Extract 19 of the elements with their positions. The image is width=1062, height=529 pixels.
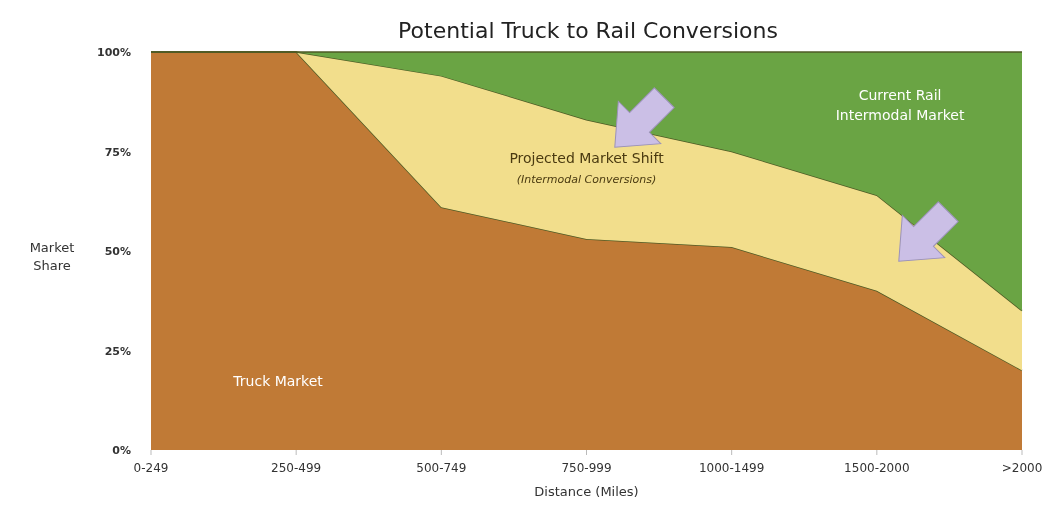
y-tick-label: 75% bbox=[104, 145, 131, 159]
x-axis-title: Distance (Miles) bbox=[534, 484, 639, 499]
series-label: Projected Market Shift bbox=[509, 150, 665, 167]
x-tick-label: >2000 bbox=[1001, 461, 1043, 475]
y-tick-label: 100% bbox=[97, 46, 131, 59]
series-label: Truck Market bbox=[232, 373, 324, 390]
annotation: (Intermodal Conversions) bbox=[516, 173, 657, 187]
x-tick-label: 0-249 bbox=[133, 461, 169, 475]
y-axis-title: Market Share bbox=[29, 240, 75, 273]
chart-title: Potential Truck to Rail Conversions bbox=[398, 18, 778, 43]
y-tick-label: 25% bbox=[104, 344, 131, 358]
x-tick-label: 1000-1499 bbox=[698, 461, 765, 475]
x-tick-label: 250-499 bbox=[271, 461, 322, 475]
y-tick-label: 50% bbox=[104, 245, 131, 258]
x-tick-label: 750-999 bbox=[561, 461, 612, 475]
series-label: Current Rail Intermodal Market bbox=[835, 86, 965, 123]
x-tick-label: 1500-2000 bbox=[844, 461, 910, 475]
y-tick-label: 0% bbox=[112, 444, 131, 457]
x-tick-label: 500-749 bbox=[416, 461, 467, 475]
